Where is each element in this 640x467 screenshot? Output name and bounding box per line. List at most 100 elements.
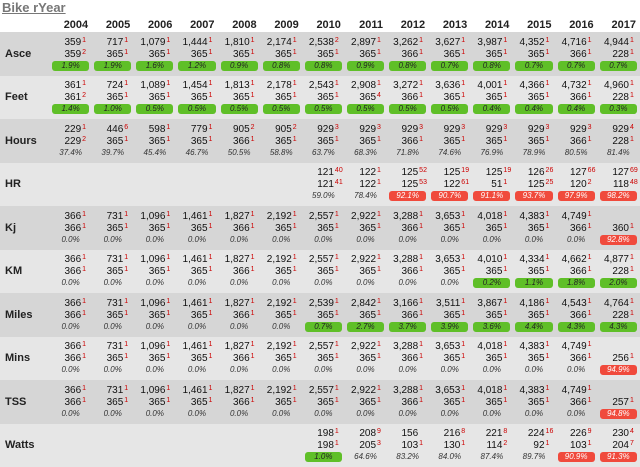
cumulative-value: 929	[317, 124, 334, 135]
cumulative-rank: 1	[209, 385, 217, 393]
cumulative-line: 2,5571	[303, 385, 343, 397]
page-title[interactable]: Bike rYear	[2, 0, 66, 15]
cumulative-line: 12552	[387, 167, 427, 179]
cumulative-value: 929	[401, 124, 418, 135]
year-header: 2006	[134, 18, 176, 32]
cumulative-value: 198	[317, 428, 334, 439]
year-value: 365	[444, 92, 461, 103]
year-line: 12525	[513, 179, 553, 191]
cumulative-line: 1,8101	[219, 37, 259, 49]
percent-badge: 0.0%	[136, 235, 173, 245]
year-value: 365	[444, 310, 461, 321]
percent-badge: 0.0%	[94, 322, 131, 332]
cumulative-rank: 66	[588, 167, 596, 175]
cumulative-value: 724	[107, 80, 124, 91]
cumulative-rank: 1	[588, 341, 596, 349]
year-rank: 1	[209, 92, 217, 100]
year-rank: 1	[166, 136, 174, 144]
cumulative-value: 224	[528, 428, 545, 439]
year-line: 3651	[513, 266, 553, 278]
cumulative-value: 1,810	[225, 37, 250, 48]
percent-badge: 71.8%	[389, 148, 426, 158]
cumulative-value: 4,010	[477, 254, 502, 265]
year-value: 365	[191, 49, 208, 60]
cumulative-line: 2,5391	[303, 298, 343, 310]
cumulative-line: 1,0961	[134, 211, 174, 223]
cumulative-rank: 1	[166, 254, 174, 262]
cumulative-rank: 19	[503, 167, 511, 175]
cumulative-value: 2,192	[267, 385, 292, 396]
year-value: 365	[149, 49, 166, 60]
cumulative-line: 2168	[429, 428, 469, 440]
cumulative-value: 127	[612, 167, 629, 178]
year-line: 3651	[429, 223, 469, 235]
cumulative-rank: 69	[630, 167, 638, 175]
cumulative-rank: 8	[461, 428, 469, 436]
year-line: 3661	[387, 92, 427, 104]
percent-badge: 0.0%	[178, 322, 215, 332]
percent-badge: 0.0%	[305, 235, 342, 245]
cumulative-value: 2,557	[309, 341, 334, 352]
year-line: 3651	[92, 310, 132, 322]
cumulative-value: 4,732	[562, 80, 587, 91]
cumulative-value: 3,987	[477, 37, 502, 48]
year-value: 228	[612, 92, 629, 103]
percent-badge: 45.4%	[136, 148, 173, 158]
percent-badge: 1.2%	[178, 61, 215, 71]
year-rank: 1	[503, 136, 511, 144]
cumulative-value: 3,653	[435, 254, 460, 265]
cumulative-rank: 1	[335, 341, 343, 349]
cumulative-rank: 1	[166, 341, 174, 349]
cumulative-rank: 1	[503, 341, 511, 349]
year-value: 366	[64, 310, 81, 321]
year-rank: 1	[461, 49, 469, 57]
year-line: 3651	[92, 136, 132, 148]
cumulative-line: 3661	[50, 385, 90, 397]
cumulative-line: 3661	[50, 298, 90, 310]
year-value: 365	[444, 266, 461, 277]
cumulative-rank: 1	[503, 298, 511, 306]
cumulative-line: 1,8271	[219, 385, 259, 397]
year-rank: 1	[293, 310, 301, 318]
year-value: 365	[149, 353, 166, 364]
cumulative-value: 1,827	[225, 385, 250, 396]
cumulative-value: 2,178	[267, 80, 292, 91]
year-rank: 1	[82, 266, 90, 274]
year-line: 3661	[556, 310, 596, 322]
cumulative-rank: 1	[588, 385, 596, 393]
percent-badge: 1.9%	[94, 61, 131, 71]
year-rank: 1	[251, 397, 259, 405]
year-rank: 1	[546, 136, 554, 144]
year-rank: 1	[503, 310, 511, 318]
year-cell	[261, 424, 303, 467]
year-rank: 48	[630, 179, 638, 187]
year-line: 511	[471, 179, 511, 191]
cumulative-value: 1,461	[183, 298, 208, 309]
cumulative-line: 1,4611	[176, 341, 216, 353]
year-rank: 1	[588, 92, 596, 100]
percent-badge: 0.0%	[515, 235, 552, 245]
header-row: 2004 2005 2006 2007 2008 2009 2010 2011 …	[0, 18, 640, 32]
percent-badge: 3.7%	[389, 322, 426, 332]
percent-badge: 2.0%	[600, 278, 637, 288]
year-value: 365	[191, 223, 208, 234]
cumulative-value: 366	[64, 341, 81, 352]
year-line: 3651	[261, 310, 301, 322]
year-rank: 1	[419, 440, 427, 448]
